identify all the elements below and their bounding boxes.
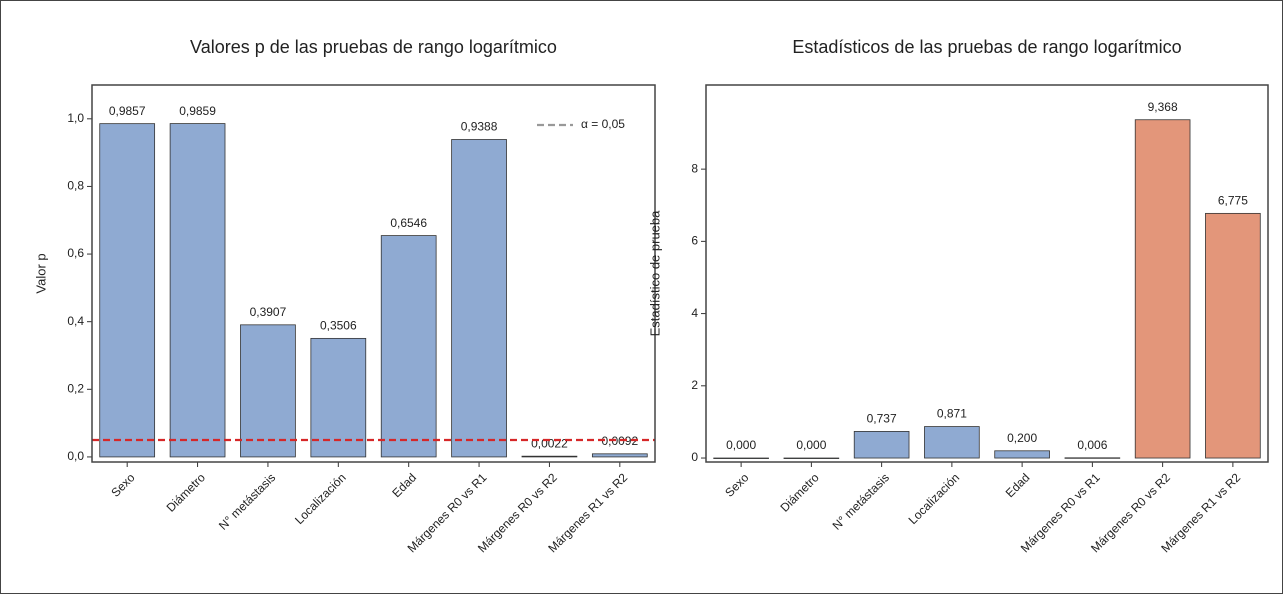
axes-frame: [91, 84, 656, 463]
value-label: 0,3907: [250, 305, 287, 319]
y-tick-label: 0: [691, 450, 698, 464]
bar: [1205, 212, 1261, 459]
bar: [713, 457, 769, 459]
value-label: 0,000: [796, 438, 826, 452]
y-tick-label: 6: [691, 234, 698, 248]
axes-frame: [705, 84, 1269, 463]
value-label: 0,000: [726, 438, 756, 452]
bar: [1064, 457, 1121, 459]
value-label: 0,006: [1077, 438, 1107, 452]
value-label: 0,6546: [390, 216, 427, 230]
bar: [169, 123, 226, 458]
y-tick-label: 1,0: [67, 111, 84, 125]
y-tick-label: 0,6: [67, 246, 84, 260]
bar: [1134, 119, 1191, 459]
bar: [380, 235, 437, 458]
bar: [591, 453, 648, 458]
value-label: 0,200: [1007, 431, 1037, 445]
y-tick-label: 8: [691, 161, 698, 175]
value-label: 0,0092: [601, 434, 638, 448]
bar: [240, 324, 296, 458]
value-label: 6,775: [1218, 194, 1248, 208]
y-tick-label: 0,0: [67, 449, 84, 463]
value-label: 0,871: [937, 407, 967, 421]
value-label: 0,9859: [179, 104, 216, 118]
value-label: 9,368: [1148, 100, 1178, 114]
bar: [924, 426, 980, 459]
bar: [99, 123, 156, 458]
value-label: 0,9388: [461, 120, 498, 134]
y-tick-label: 4: [691, 306, 698, 320]
y-tick-label: 2: [691, 378, 698, 392]
bar: [783, 457, 840, 459]
y-tick-label: 0,4: [67, 314, 84, 328]
legend-label: α = 0,05: [581, 117, 625, 131]
bar: [310, 337, 367, 458]
bar: [521, 455, 578, 458]
y-axis-label: Valor p: [33, 253, 48, 293]
value-label: 0,737: [867, 412, 897, 426]
y-tick-label: 0,2: [67, 381, 84, 395]
chart-title: Valores p de las pruebas de rango logarí…: [190, 37, 557, 57]
value-label: 0,3506: [320, 319, 357, 333]
chart-title: Estadísticos de las pruebas de rango log…: [792, 37, 1181, 57]
bar: [994, 450, 1050, 459]
value-label: 0,0022: [531, 436, 568, 450]
bar: [853, 431, 910, 459]
y-tick-label: 0,8: [67, 179, 84, 193]
value-label: 0,9857: [109, 104, 146, 118]
y-axis-label: Estadístico de prueba: [647, 210, 662, 337]
bar: [451, 139, 507, 458]
